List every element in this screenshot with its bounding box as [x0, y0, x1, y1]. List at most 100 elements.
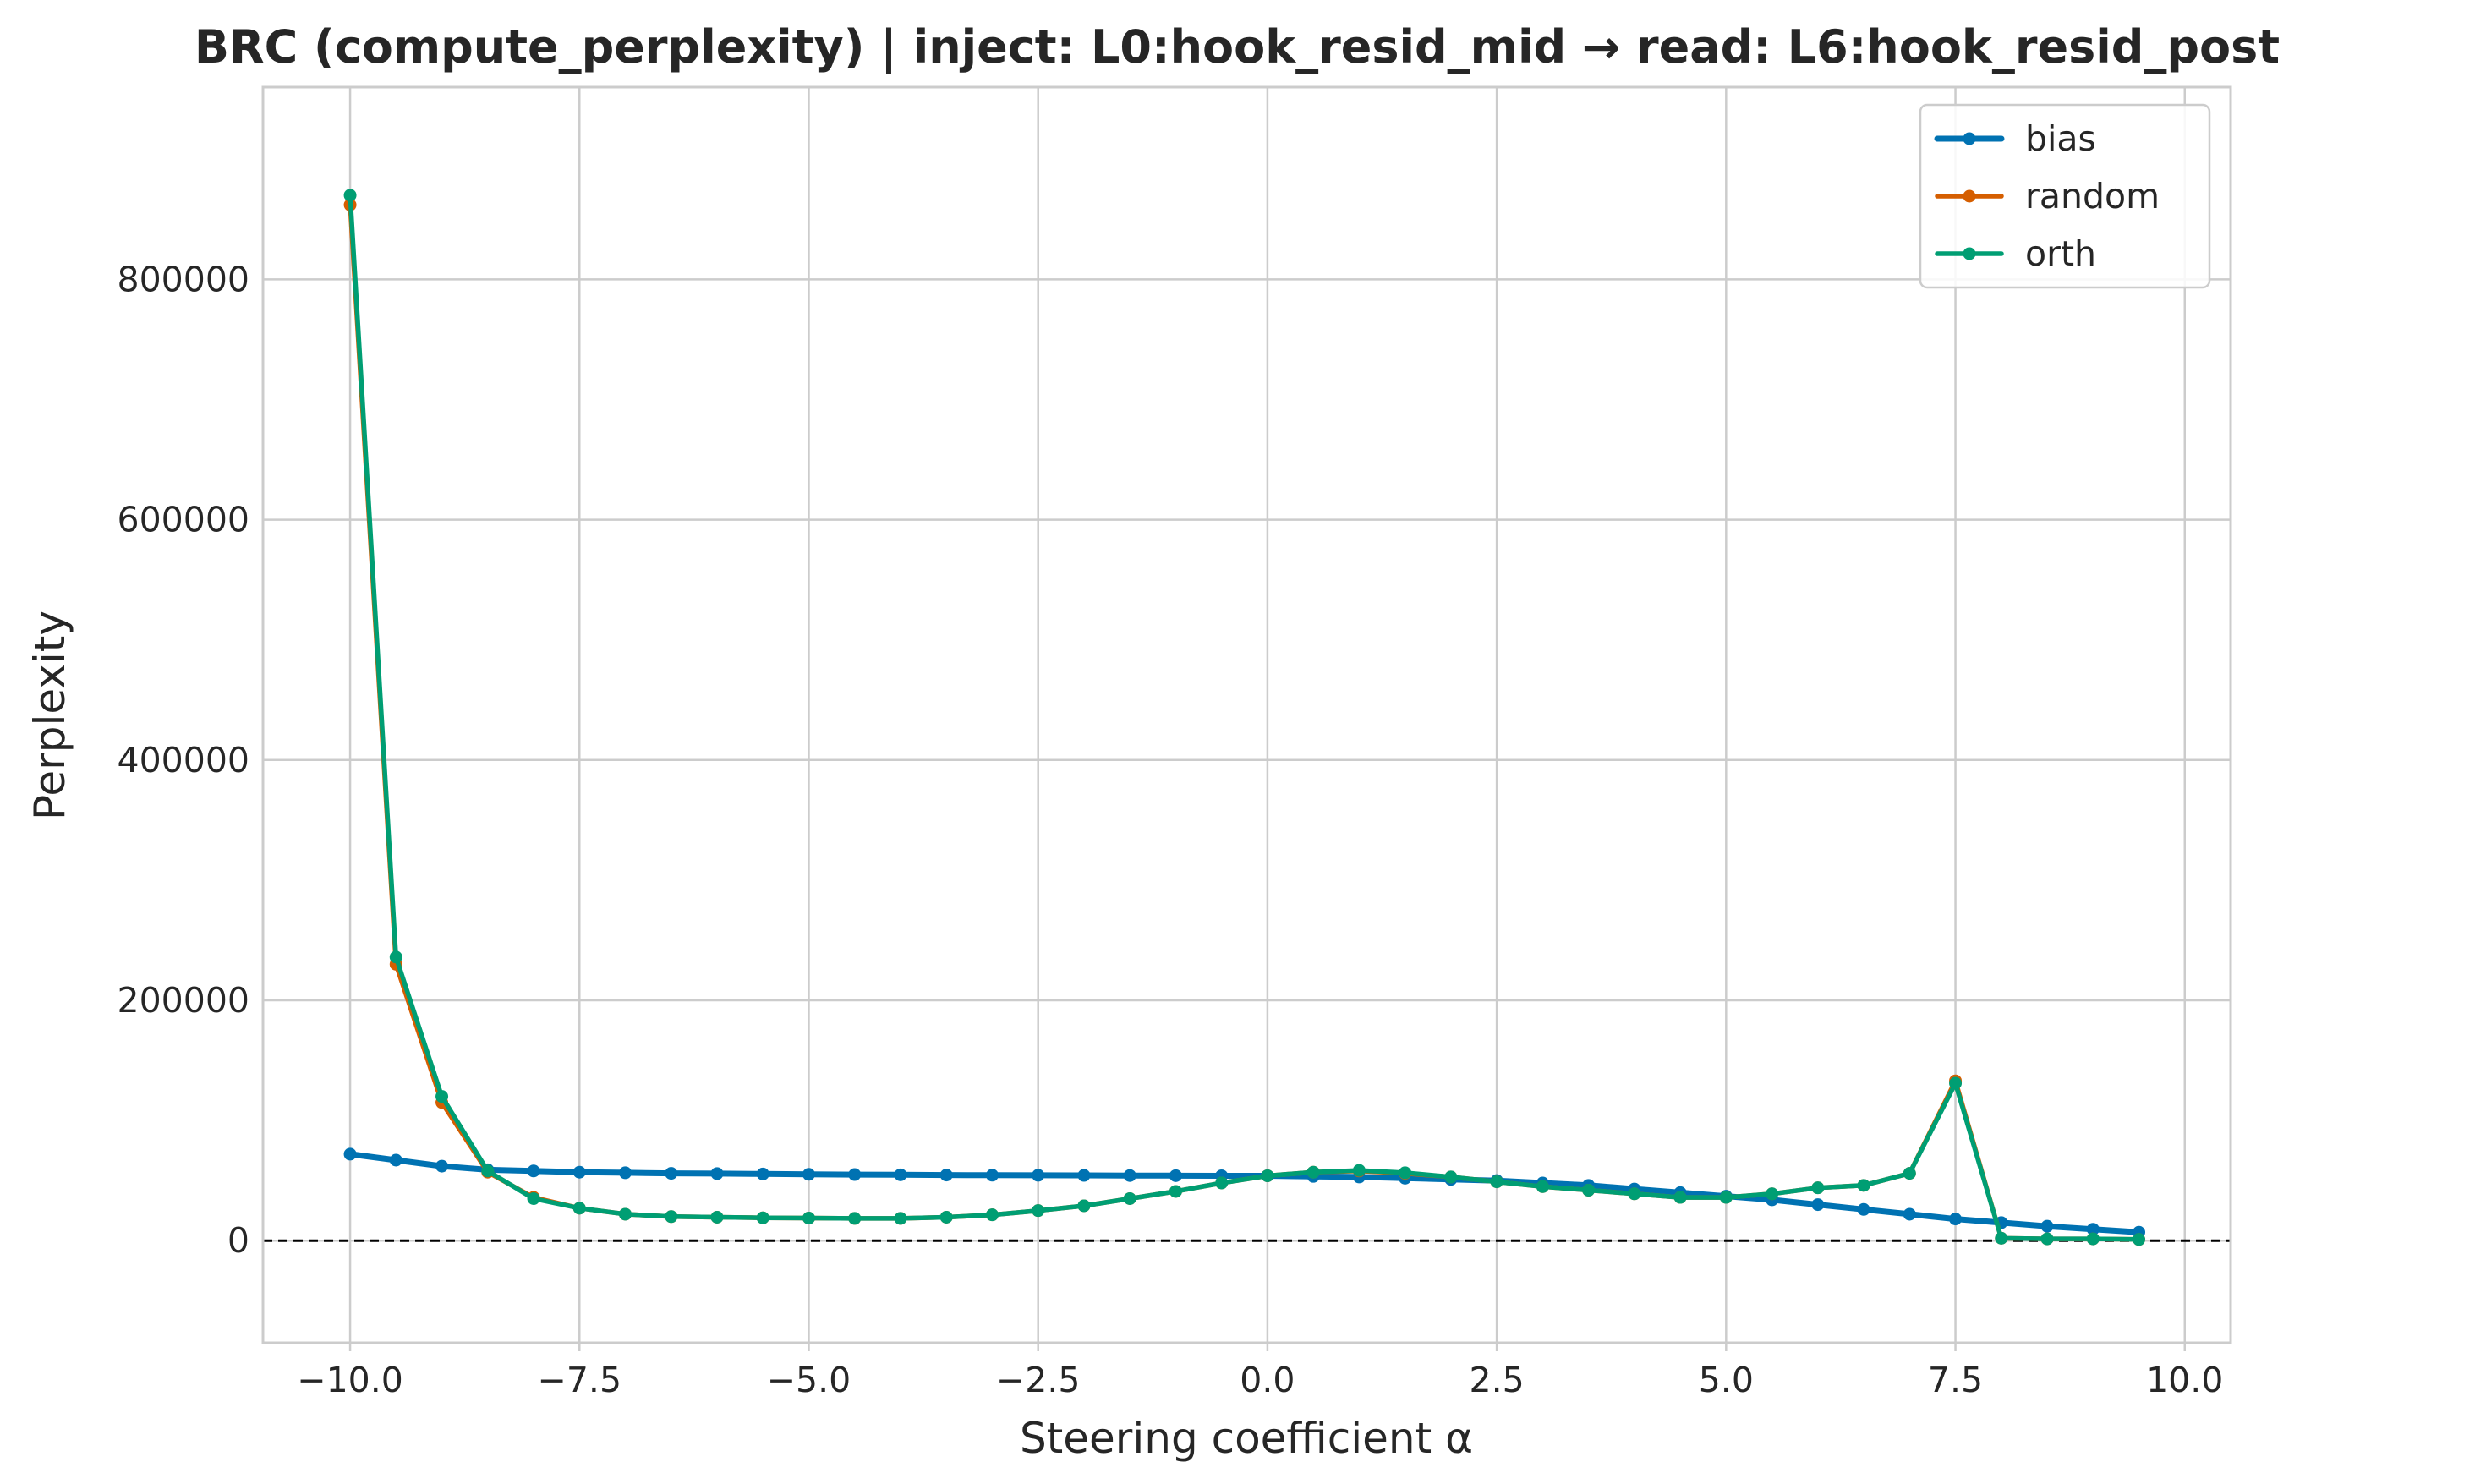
data-point-orth: [1673, 1191, 1687, 1204]
y-tick-label: 0: [227, 1220, 249, 1261]
data-point-orth: [2040, 1232, 2054, 1246]
data-point-orth: [1215, 1176, 1229, 1190]
data-point-orth: [1123, 1191, 1136, 1205]
data-point-orth: [1995, 1231, 2008, 1245]
data-point-bias: [1169, 1169, 1182, 1182]
x-tick-label: 5.0: [1699, 1360, 1754, 1400]
data-point-bias: [2086, 1223, 2100, 1236]
data-point-bias: [1077, 1169, 1091, 1182]
data-point-orth: [1949, 1076, 1963, 1090]
legend-item-bias: bias: [1934, 118, 2096, 159]
data-point-bias: [985, 1169, 999, 1182]
data-point-orth: [1811, 1181, 1825, 1195]
series-line-random: [348, 202, 2142, 1242]
data-point-orth: [1032, 1204, 1045, 1218]
data-point-bias: [939, 1169, 953, 1182]
legend-label-random: random: [2025, 176, 2160, 216]
data-point-orth: [1536, 1180, 1549, 1193]
legend-marker-random: [1963, 189, 1976, 203]
data-point-orth: [389, 950, 402, 964]
series-lines: [343, 189, 2146, 1246]
x-tick-label: −10.0: [297, 1360, 403, 1400]
data-point-orth: [848, 1212, 862, 1225]
legend-label-orth: orth: [2025, 233, 2096, 274]
data-point-bias: [1811, 1198, 1825, 1212]
x-tick-label: 10.0: [2146, 1360, 2223, 1400]
data-point-orth: [1628, 1187, 1641, 1201]
x-tick-label: 7.5: [1928, 1360, 1983, 1400]
data-point-orth: [1719, 1191, 1733, 1204]
data-point-bias: [710, 1167, 724, 1180]
series-line-orth: [348, 193, 2142, 1242]
series-orth: [343, 189, 2146, 1246]
data-point-bias: [343, 1147, 357, 1161]
data-point-orth: [665, 1210, 678, 1224]
data-point-orth: [481, 1164, 495, 1178]
legend-marker-orth: [1963, 247, 1976, 260]
data-point-orth: [1490, 1175, 1503, 1189]
data-point-orth: [1903, 1167, 1916, 1180]
legend: bias random orth: [1919, 103, 2211, 289]
x-tick-label: −2.5: [996, 1360, 1081, 1400]
plot-frame: [261, 85, 2232, 1344]
x-axis-label: Steering coefficient α: [1020, 1414, 1473, 1463]
data-point-orth: [1169, 1185, 1182, 1198]
data-point-orth: [1352, 1164, 1366, 1177]
data-point-bias: [665, 1167, 678, 1180]
x-tick-label: −5.0: [767, 1360, 851, 1400]
y-tick-labels: 0 200000 400000 600000 800000: [117, 259, 249, 1261]
data-point-orth: [2086, 1232, 2100, 1246]
data-point-orth: [2133, 1233, 2146, 1246]
series-random: [343, 198, 2146, 1246]
data-point-orth: [1306, 1165, 1320, 1179]
x-tick-label: −7.5: [537, 1360, 621, 1400]
data-point-orth: [619, 1207, 632, 1221]
data-point-bias: [802, 1168, 815, 1181]
y-axis-label: Perplexity: [25, 611, 74, 820]
data-point-orth: [894, 1212, 907, 1225]
data-point-orth: [756, 1211, 769, 1224]
series-bias: [343, 1147, 2146, 1239]
data-point-bias: [848, 1168, 862, 1181]
legend-item-orth: orth: [1935, 233, 2096, 274]
data-point-bias: [756, 1167, 769, 1180]
data-point-orth: [939, 1211, 953, 1224]
x-tick-labels: −10.0 −7.5 −5.0 −2.5 0.0 2.5 5.0 7.5 10.0: [297, 1343, 2223, 1400]
x-tick-label: 2.5: [1470, 1360, 1525, 1400]
data-point-orth: [985, 1208, 999, 1222]
data-point-bias: [619, 1166, 632, 1180]
data-point-bias: [572, 1165, 586, 1179]
data-point-bias: [527, 1164, 540, 1178]
data-point-orth: [710, 1211, 724, 1224]
x-tick-label: 0.0: [1240, 1360, 1295, 1400]
y-tick-label: 400000: [117, 740, 249, 780]
data-point-bias: [435, 1159, 449, 1173]
data-point-bias: [1032, 1169, 1045, 1182]
data-point-bias: [2040, 1219, 2054, 1233]
data-point-orth: [435, 1090, 449, 1103]
data-point-bias: [1903, 1207, 1916, 1221]
data-point-orth: [1444, 1170, 1458, 1184]
data-point-orth: [572, 1202, 586, 1215]
legend-marker-bias: [1963, 132, 1976, 145]
data-point-bias: [1123, 1169, 1136, 1182]
legend-label-bias: bias: [2025, 118, 2096, 159]
series-line-bias: [347, 1151, 2142, 1235]
data-point-bias: [389, 1153, 402, 1167]
data-point-bias: [894, 1168, 907, 1181]
data-point-bias: [1857, 1202, 1870, 1216]
y-tick-label: 800000: [117, 259, 249, 299]
data-point-orth: [1766, 1187, 1779, 1201]
data-point-orth: [802, 1211, 815, 1224]
data-point-orth: [1857, 1179, 1870, 1192]
grid: [263, 87, 2231, 1343]
data-point-orth: [1077, 1199, 1091, 1213]
data-point-orth: [527, 1191, 540, 1205]
y-tick-label: 200000: [117, 980, 249, 1021]
data-point-bias: [1949, 1213, 1963, 1226]
chart-title: BRC (compute_perplexity) | inject: L0:ho…: [194, 20, 2280, 74]
data-point-orth: [343, 189, 357, 202]
legend-item-random: random: [1935, 176, 2160, 216]
